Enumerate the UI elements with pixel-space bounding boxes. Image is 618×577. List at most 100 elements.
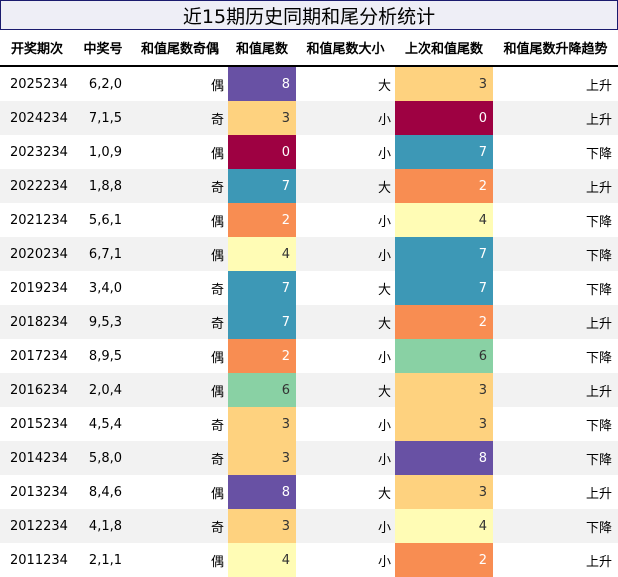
issue-cell: 2018234 (0, 305, 74, 339)
table-row: 2011234 2,1,1 偶 4 小 2 上升 (0, 543, 618, 577)
issue-cell: 2023234 (10, 144, 68, 160)
table-title: 近15期历史同期和尾分析统计 (0, 0, 618, 30)
stats-table: 开奖期次 中奖号 和值尾数奇偶 和值尾数 和值尾数大小 上次和值尾数 和值尾数升… (0, 30, 618, 577)
issue-cell: 2015234 (10, 416, 68, 432)
prev-tail-cell: 7 (395, 237, 493, 271)
size-cell: 小 (377, 350, 391, 366)
trend-cell: 上升 (493, 373, 618, 407)
prev-tail-cell: 6 (395, 339, 493, 373)
prev-tail-cell: 7 (395, 271, 493, 305)
tail-cell: 8 (228, 475, 296, 509)
trend-cell: 下降 (493, 441, 618, 475)
table-row: 2016234 2,0,4 偶 6 大 3 上升 (0, 373, 618, 407)
trend-cell: 上升 (585, 78, 612, 94)
numbers-cell: 3,4,0 (88, 280, 122, 296)
parity-cell: 奇 (132, 101, 228, 135)
size-cell: 小 (296, 237, 395, 271)
numbers-cell: 5,6,1 (88, 212, 122, 228)
issue-cell: 2021234 (10, 212, 68, 228)
table-row: 2021234 5,6,1 偶 2 小 4 下降 (0, 203, 618, 237)
size-cell: 小 (296, 101, 395, 135)
trend-cell: 下降 (493, 237, 618, 271)
tail-cell: 3 (228, 101, 296, 135)
tail-cell: 7 (228, 271, 296, 305)
size-cell: 小 (377, 554, 391, 570)
trend-cell: 上升 (585, 486, 612, 502)
table-body: 2025234 6,2,0 偶 8 大 3 上升 2024234 7,1,5 奇 3 小 0 上升 2023… (0, 66, 618, 577)
trend-cell: 上升 (493, 169, 618, 203)
table-row: 2015234 4,5,4 奇 3 小 3 下降 (0, 407, 618, 441)
issue-cell: 2022234 (0, 169, 74, 203)
issue-cell: 2016234 (0, 373, 74, 407)
prev-tail-cell: 2 (395, 169, 493, 203)
tail-cell: 6 (228, 373, 296, 407)
trend-cell: 上升 (493, 101, 618, 135)
parity-cell: 偶 (210, 214, 224, 230)
table-row: 2017234 8,9,5 偶 2 小 6 下降 (0, 339, 618, 373)
table-row: 2012234 4,1,8 奇 3 小 4 下降 (0, 509, 618, 543)
numbers-cell: 2,1,1 (88, 552, 122, 568)
tail-cell: 2 (228, 339, 296, 373)
trend-cell: 下降 (585, 350, 612, 366)
parity-cell: 奇 (132, 305, 228, 339)
table-row: 2025234 6,2,0 偶 8 大 3 上升 (0, 66, 618, 101)
tail-cell: 8 (228, 66, 296, 101)
table-row: 2013234 8,4,6 偶 8 大 3 上升 (0, 475, 618, 509)
header-parity: 和值尾数奇偶 (132, 30, 228, 67)
trend-cell: 下降 (585, 418, 612, 434)
trend-cell: 下降 (493, 509, 618, 543)
trend-cell: 下降 (585, 214, 612, 230)
parity-cell: 偶 (132, 237, 228, 271)
numbers-cell: 9,5,3 (74, 305, 132, 339)
trend-cell: 下降 (585, 146, 612, 162)
issue-cell: 2011234 (10, 552, 68, 568)
prev-tail-cell: 4 (395, 203, 493, 237)
prev-tail-cell: 3 (395, 475, 493, 509)
parity-cell: 偶 (210, 78, 224, 94)
header-prev-tail: 上次和值尾数 (395, 30, 493, 67)
numbers-cell: 1,0,9 (88, 144, 122, 160)
header-size: 和值尾数大小 (296, 30, 395, 67)
prev-tail-cell: 0 (395, 101, 493, 135)
size-cell: 大 (296, 373, 395, 407)
header-trend: 和值尾数升降趋势 (493, 30, 618, 67)
numbers-cell: 8,4,6 (88, 484, 122, 500)
issue-cell: 2013234 (10, 484, 68, 500)
prev-tail-cell: 4 (395, 509, 493, 543)
issue-cell: 2012234 (0, 509, 74, 543)
issue-cell: 2025234 (10, 76, 68, 92)
numbers-cell: 8,9,5 (88, 348, 122, 364)
parity-cell: 偶 (210, 554, 224, 570)
parity-cell: 偶 (210, 350, 224, 366)
parity-cell: 奇 (132, 509, 228, 543)
size-cell: 大 (377, 486, 391, 502)
table-row: 2024234 7,1,5 奇 3 小 0 上升 (0, 101, 618, 135)
size-cell: 大 (377, 282, 391, 298)
numbers-cell: 6,7,1 (74, 237, 132, 271)
size-cell: 小 (296, 509, 395, 543)
numbers-cell: 4,1,8 (74, 509, 132, 543)
tail-cell: 3 (228, 441, 296, 475)
tail-cell: 4 (228, 543, 296, 577)
parity-cell: 奇 (132, 441, 228, 475)
trend-cell: 上升 (493, 305, 618, 339)
table-row: 2018234 9,5,3 奇 7 大 2 上升 (0, 305, 618, 339)
prev-tail-cell: 3 (395, 66, 493, 101)
numbers-cell: 4,5,4 (88, 416, 122, 432)
tail-cell: 3 (228, 407, 296, 441)
table-row: 2020234 6,7,1 偶 4 小 7 下降 (0, 237, 618, 271)
prev-tail-cell: 3 (395, 407, 493, 441)
tail-cell: 2 (228, 203, 296, 237)
header-row: 开奖期次 中奖号 和值尾数奇偶 和值尾数 和值尾数大小 上次和值尾数 和值尾数升… (0, 30, 618, 67)
prev-tail-cell: 3 (395, 373, 493, 407)
parity-cell: 奇 (210, 418, 224, 434)
size-cell: 大 (296, 305, 395, 339)
prev-tail-cell: 7 (395, 135, 493, 169)
tail-cell: 4 (228, 237, 296, 271)
prev-tail-cell: 2 (395, 305, 493, 339)
parity-cell: 奇 (210, 282, 224, 298)
parity-cell: 偶 (210, 486, 224, 502)
size-cell: 大 (296, 169, 395, 203)
numbers-cell: 6,2,0 (88, 76, 122, 92)
size-cell: 小 (296, 441, 395, 475)
